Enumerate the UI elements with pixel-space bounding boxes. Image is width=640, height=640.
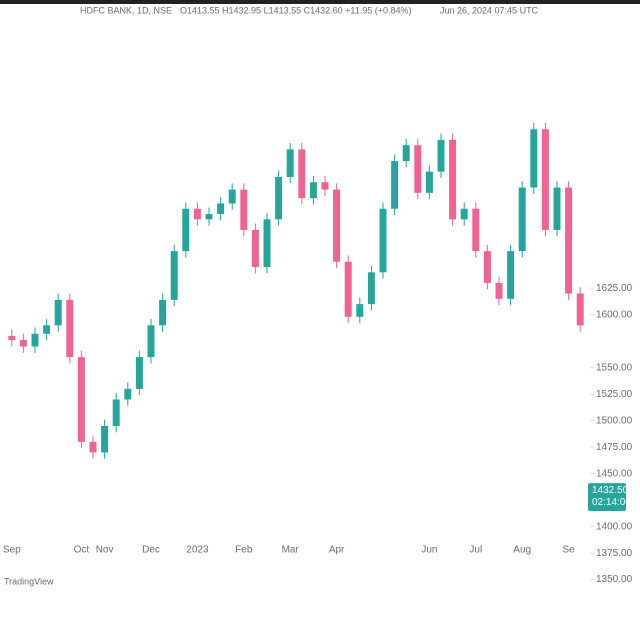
candle-body xyxy=(541,129,549,230)
candle-body xyxy=(251,229,259,268)
candle-body xyxy=(425,171,433,193)
candle-body xyxy=(460,208,468,220)
x-tick-label: Jun xyxy=(421,545,437,556)
candle-body xyxy=(565,187,573,294)
countdown: 02:14:06 xyxy=(592,497,631,508)
x-tick-label: Nov xyxy=(96,545,114,556)
top-bar xyxy=(0,0,640,4)
candle-body xyxy=(402,145,410,162)
candle-body xyxy=(228,189,236,204)
candle-body xyxy=(66,299,74,358)
y-tick-label: 1550.00 xyxy=(596,362,633,373)
candle-body xyxy=(472,208,480,252)
candle-body xyxy=(112,399,120,426)
candle-body xyxy=(344,261,352,317)
y-tick-label: 1400.00 xyxy=(596,521,633,532)
candle-body xyxy=(483,251,491,283)
candle-body xyxy=(518,187,526,252)
candle-body xyxy=(147,325,155,358)
x-tick-label: Aug xyxy=(513,545,531,556)
watermark: TradingView xyxy=(4,576,54,586)
candle-body xyxy=(159,299,167,326)
candle-body xyxy=(275,176,283,220)
candle-body xyxy=(309,182,317,199)
candle-body xyxy=(379,208,387,273)
price-badge-label: 1432.50 xyxy=(592,485,629,496)
candle-body xyxy=(298,149,306,199)
candle-body xyxy=(193,208,201,220)
x-tick-label: Se xyxy=(562,545,575,556)
candle-body xyxy=(170,251,178,300)
y-tick-label: 1450.00 xyxy=(596,468,633,479)
candle-body xyxy=(286,149,294,177)
candle-body xyxy=(124,388,132,400)
candle-body xyxy=(205,214,213,220)
candle-body xyxy=(414,145,422,193)
price-badge xyxy=(588,483,626,512)
candle-body xyxy=(182,208,190,252)
candle-body xyxy=(437,139,445,172)
candle-body xyxy=(553,187,561,230)
candle-body xyxy=(356,304,364,317)
y-tick-label: 1475.00 xyxy=(596,442,633,453)
candle-body xyxy=(495,282,503,299)
x-tick-label: Dec xyxy=(142,545,160,556)
candle-body xyxy=(43,325,51,334)
y-tick-label: 1350.00 xyxy=(596,574,633,585)
candle-body xyxy=(263,219,271,268)
candle-body xyxy=(576,293,584,326)
candle-body xyxy=(101,425,109,453)
x-tick-label: Feb xyxy=(235,545,253,556)
y-tick-label: 1375.00 xyxy=(596,548,633,559)
candle-body xyxy=(530,129,538,188)
timestamp: Jun 26, 2024 07:45 UTC xyxy=(440,5,539,15)
y-tick-label: 1525.00 xyxy=(596,389,633,400)
candle-body xyxy=(31,333,39,347)
x-tick-label: 2023 xyxy=(186,545,209,556)
x-tick-label: Jul xyxy=(469,545,482,556)
candle-body xyxy=(8,335,16,341)
candle-body xyxy=(89,441,97,453)
x-tick-label: Apr xyxy=(329,545,345,556)
candle-body xyxy=(507,251,515,299)
candle-body xyxy=(77,357,85,442)
x-tick-label: Oct xyxy=(74,545,90,556)
candle-body xyxy=(449,139,457,220)
candle-body xyxy=(391,161,399,209)
candle-body xyxy=(217,203,225,215)
x-tick-label: Sep xyxy=(3,545,21,556)
candle-body xyxy=(54,299,62,326)
y-tick-label: 1625.00 xyxy=(596,283,633,294)
candle-body xyxy=(333,189,341,262)
candle-body xyxy=(240,189,248,230)
y-tick-label: 1500.00 xyxy=(596,415,633,426)
symbol-title: HDFC BANK, 1D, NSE xyxy=(80,5,172,15)
candle-body xyxy=(321,182,329,190)
candle-body xyxy=(135,357,143,389)
ohlc-text: O1413.55 H1432.95 L1413.55 C1432.60 +11.… xyxy=(180,5,412,15)
x-tick-label: Mar xyxy=(282,545,300,556)
candle-body xyxy=(19,340,27,347)
candle-body xyxy=(367,272,375,305)
y-tick-label: 1600.00 xyxy=(596,309,633,320)
